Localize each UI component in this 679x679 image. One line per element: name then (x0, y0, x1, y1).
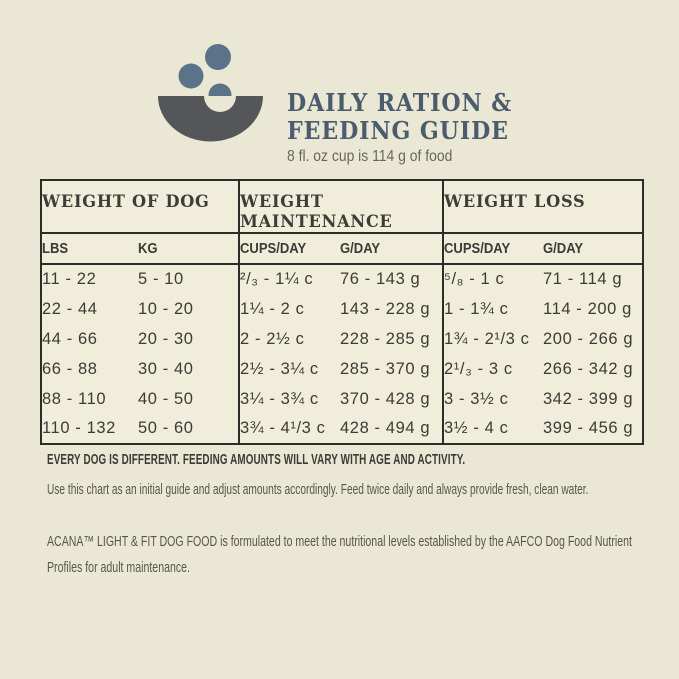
column-header-lbs: LBS (41, 233, 138, 265)
cell-loss-cups: 3½ - 4 c (442, 414, 544, 444)
column-header-maintenance-cups-per-day: CUPS/DAY (238, 233, 341, 265)
column-group-weight-maintenance: WEIGHT MAINTENANCE (238, 180, 444, 234)
column-group-weight-of-dog: WEIGHT OF DOG (41, 180, 240, 234)
header-title-block: DAILY RATION & FEEDING GUIDE 8 fl. oz cu… (287, 89, 532, 166)
kibble-dot-left (178, 63, 204, 89)
table-row: 11 - 22 5 - 10 ²/₃ - 1¼ c 76 - 143 g ⁵/₈… (41, 264, 643, 294)
column-group-label: WEIGHT OF DOG (42, 192, 210, 212)
feeding-guide-table: WEIGHT OF DOG WEIGHT MAINTENANCE WEIGHT … (40, 179, 645, 445)
cell-lbs: 44 - 66 (42, 329, 98, 348)
aafco-statement-line-2: Profiles for adult maintenance. (47, 560, 190, 576)
cell-kg: 50 - 60 (138, 419, 194, 437)
table-row: 44 - 66 20 - 30 2 - 2½ c 228 - 285 g 1¾ … (41, 324, 643, 354)
column-group-label: WEIGHT MAINTENANCE (240, 192, 393, 232)
cell-maintenance-grams: 285 - 370 g (340, 359, 431, 378)
column-header-maintenance-grams-per-day: G/DAY (340, 233, 444, 265)
column-group-weight-loss: WEIGHT LOSS (442, 180, 644, 234)
kibble-dot-top (205, 44, 231, 70)
column-header-label: CUPS/DAY (240, 240, 307, 257)
aafco-statement-line-1: ACANA™ LIGHT & FIT DOG FOOD is formulate… (47, 534, 632, 550)
cell-maintenance-cups: 3¾ - 4¹/3 c (238, 414, 341, 444)
cell-loss-grams: 71 - 114 g (543, 270, 623, 288)
cell-lbs: 11 - 22 (42, 270, 97, 288)
bowl-notch (204, 96, 236, 112)
feeding-note-guidance: Use this chart as an initial guide and a… (47, 482, 589, 498)
cell-loss-grams: 200 - 266 g (543, 329, 634, 348)
cup-conversion-note: 8 fl. oz cup is 114 g of food (287, 148, 453, 165)
table-row: 110 - 132 50 - 60 3¾ - 4¹/3 c 428 - 494 … (41, 414, 643, 444)
cell-maintenance-cups: 2 - 2½ c (238, 324, 341, 354)
cell-maintenance-grams: 228 - 285 g (340, 329, 431, 348)
cell-loss-cups: 3 - 3½ c (442, 384, 544, 414)
cell-lbs: 22 - 44 (42, 299, 98, 318)
cell-maintenance-cups: 1¼ - 2 c (238, 294, 341, 324)
column-header-loss-cups-per-day: CUPS/DAY (442, 233, 544, 265)
column-header-label: G/DAY (340, 240, 381, 257)
cell-maintenance-grams: 370 - 428 g (340, 389, 431, 408)
cell-maintenance-grams: 76 - 143 g (340, 270, 421, 288)
cell-loss-grams: 399 - 456 g (543, 419, 634, 437)
cell-kg: 5 - 10 (138, 270, 184, 288)
cell-kg: 40 - 50 (138, 389, 194, 408)
cell-maintenance-grams: 143 - 228 g (340, 299, 431, 318)
cell-maintenance-cups: ²/₃ - 1¼ c (238, 264, 341, 294)
column-header-label: LBS (42, 240, 69, 257)
cell-lbs: 66 - 88 (42, 359, 98, 378)
aafco-statement: ACANA™ LIGHT & FIT DOG FOOD is formulate… (47, 529, 679, 581)
column-group-header-row: WEIGHT OF DOG WEIGHT MAINTENANCE WEIGHT … (41, 180, 644, 234)
column-header-label: KG (138, 240, 158, 257)
bowl-shape (158, 96, 263, 142)
cell-maintenance-grams: 428 - 494 g (340, 419, 431, 437)
column-header-kg: KG (138, 233, 240, 265)
column-header-label: CUPS/DAY (444, 240, 511, 257)
feeding-note-emphasis: EVERY DOG IS DIFFERENT. FEEDING AMOUNTS … (47, 452, 466, 468)
column-header-row: LBS KG CUPS/DAY G/DAY CUPS/DAY G/DAY (41, 233, 644, 265)
kibble-bowl-icon (158, 44, 263, 142)
table-row: 22 - 44 10 - 20 1¼ - 2 c 143 - 228 g 1 -… (41, 294, 643, 324)
cell-loss-grams: 266 - 342 g (543, 359, 634, 378)
cell-loss-cups: 1 - 1¾ c (442, 294, 544, 324)
cell-loss-cups: 1¾ - 2¹/3 c (442, 324, 544, 354)
cell-loss-cups: ⁵/₈ - 1 c (442, 264, 544, 294)
cell-loss-grams: 342 - 399 g (543, 389, 634, 408)
cell-maintenance-cups: 3¼ - 3¾ c (238, 384, 341, 414)
cell-kg: 30 - 40 (138, 359, 194, 378)
cell-maintenance-cups: 2½ - 3¼ c (238, 354, 341, 384)
cell-loss-cups: 2¹/₃ - 3 c (442, 354, 544, 384)
cell-kg: 10 - 20 (138, 299, 194, 318)
column-header-loss-grams-per-day: G/DAY (543, 233, 644, 265)
table-row: 88 - 110 40 - 50 3¼ - 3¾ c 370 - 428 g 3… (41, 384, 643, 414)
table-row: 66 - 88 30 - 40 2½ - 3¼ c 285 - 370 g 2¹… (41, 354, 643, 384)
cell-lbs: 110 - 132 (42, 419, 116, 437)
page-title-line-2: FEEDING GUIDE (287, 116, 509, 145)
cell-lbs: 88 - 110 (42, 389, 107, 408)
cell-kg: 20 - 30 (138, 329, 194, 348)
cell-loss-grams: 114 - 200 g (543, 299, 632, 318)
page-title-line-1: DAILY RATION & (287, 88, 513, 117)
column-header-label: G/DAY (543, 240, 584, 257)
column-group-label: WEIGHT LOSS (444, 192, 586, 212)
